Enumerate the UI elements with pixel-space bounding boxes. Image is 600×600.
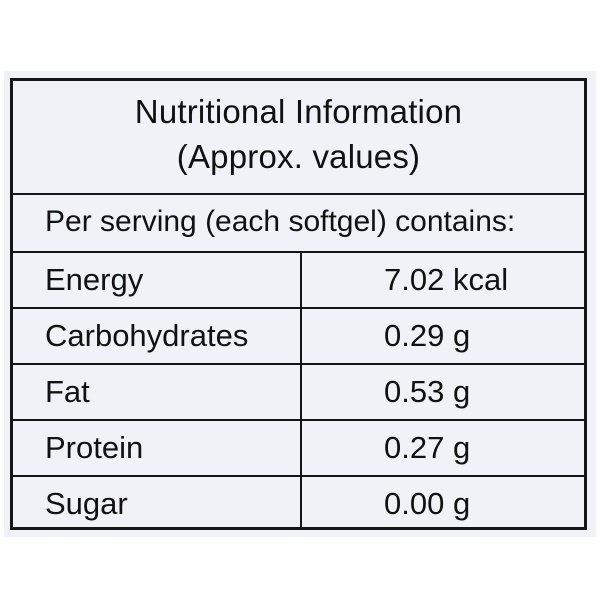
nutrient-value-protein: 0.27 g: [384, 430, 471, 465]
nutrient-name-protein: Protein: [45, 430, 144, 465]
nutrient-name-fat: Fat: [45, 374, 90, 409]
nutrition-table: Nutritional Information (Approx. values)…: [10, 78, 587, 530]
table-title: Nutritional Information: [134, 93, 463, 130]
table-row: Sugar 0.00 g: [13, 477, 584, 533]
table-subtitle: (Approx. values): [176, 138, 421, 175]
table-row: Fat 0.53 g: [13, 365, 584, 421]
nutrient-value-sugar: 0.00 g: [384, 486, 471, 521]
nutrient-value-carbohydrates: 0.29 g: [384, 318, 471, 353]
nutrient-name-sugar: Sugar: [45, 486, 128, 521]
table-title-block: Nutritional Information (Approx. values): [13, 81, 584, 195]
column-divider: [300, 253, 302, 527]
serving-row: Per serving (each softgel) contains:: [13, 195, 584, 253]
table-row: Carbohydrates 0.29 g: [13, 309, 584, 365]
table-row: Energy 7.02 kcal: [13, 253, 584, 309]
nutrient-value-energy: 7.02 kcal: [384, 262, 509, 297]
nutrient-name-carbohydrates: Carbohydrates: [45, 318, 249, 353]
nutrient-name-energy: Energy: [45, 262, 144, 297]
table-row: Protein 0.27 g: [13, 421, 584, 477]
nutrient-value-fat: 0.53 g: [384, 374, 471, 409]
serving-text: Per serving (each softgel) contains:: [45, 205, 516, 238]
